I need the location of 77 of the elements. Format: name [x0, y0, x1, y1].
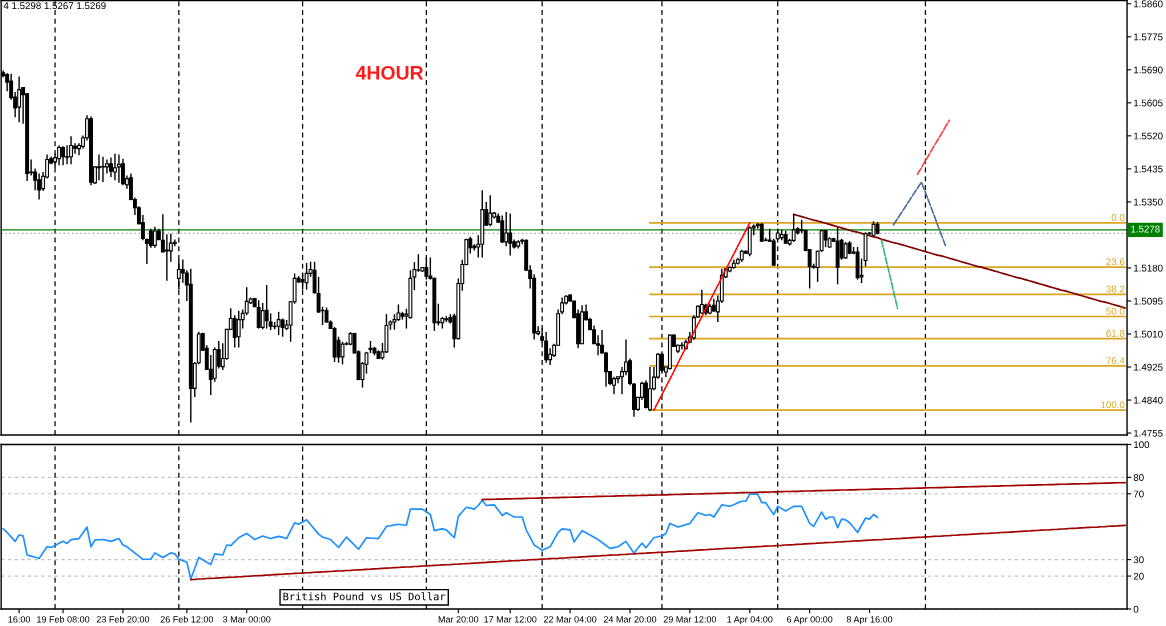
annotation: 61.8 — [1106, 329, 1125, 337]
line-series — [792, 213, 1126, 309]
y-tick-label: 1.5010 — [1134, 330, 1163, 338]
x-tick-label: 17 Mar 12:00 — [484, 616, 537, 623]
y-tick-label: 1.4925 — [1134, 363, 1163, 371]
y-tick-label: 30 — [1133, 556, 1144, 564]
x-tick-label: 26 Feb 12:00 — [160, 615, 214, 623]
y-tick-label: 1.5095 — [1134, 297, 1163, 305]
candlestick — [17, 75, 22, 123]
x-tick-label: 22 Mar 04:00 — [543, 616, 597, 623]
candlestick — [412, 261, 417, 291]
line-series — [189, 524, 1126, 581]
x-tick-label: 1 Apr 04:00 — [727, 616, 773, 625]
annotation: British Pound vs US Dollar — [283, 592, 446, 601]
annotation: 50.0 — [1106, 307, 1125, 315]
candlestick — [109, 156, 113, 178]
candlestick — [37, 172, 42, 201]
y-tick-label: 1.5860 — [1134, 0, 1163, 8]
chart-subtitle: 4 1.5298 1.5267 1.5269 — [3, 2, 106, 10]
line-series — [880, 239, 899, 310]
annotation: 100.0 — [1101, 401, 1125, 409]
x-tick-label: 8 Apr 16:00 — [846, 616, 893, 625]
candlestick — [304, 262, 309, 291]
candlestick — [73, 142, 77, 155]
y-tick-label: 1.4755 — [1134, 429, 1163, 437]
y-tick-label: 1.4840 — [1134, 396, 1163, 404]
y-tick-label: 0 — [1133, 605, 1139, 613]
x-tick-label: 23 Feb 20:00 — [96, 615, 150, 623]
line-series — [916, 119, 951, 176]
x-tick-label: 3 Mar 00:00 — [222, 616, 271, 623]
candlestick — [164, 233, 169, 282]
x-tick-label: 16:00 — [8, 616, 31, 623]
candlestick — [116, 153, 121, 184]
candlestick — [97, 153, 101, 181]
candlestick — [504, 211, 509, 247]
line-series — [2, 493, 879, 580]
x-tick-label: 24 Mar 20:00 — [603, 616, 657, 623]
ref-line-label: 1.5278 — [1131, 225, 1160, 233]
candlestick — [232, 314, 237, 349]
y-tick-label: 80 — [1133, 474, 1144, 481]
candlestick — [791, 213, 796, 243]
annotation: 23.6 — [1106, 258, 1125, 266]
annotation: 38.2 — [1106, 285, 1125, 293]
candlestick — [699, 289, 704, 315]
candlestick — [101, 156, 105, 183]
x-tick-label: 6 Apr 00:00 — [787, 616, 833, 625]
line-series — [481, 481, 1126, 501]
y-tick-label: 20 — [1133, 572, 1144, 580]
y-tick-label: 70 — [1133, 490, 1144, 498]
candlestick — [61, 145, 66, 167]
candlestick — [276, 311, 281, 336]
candlestick — [69, 135, 73, 165]
candlestick — [244, 286, 249, 317]
annotation: 76.4 — [1106, 357, 1125, 364]
line-series — [892, 181, 947, 247]
candlestick — [280, 317, 285, 338]
y-tick-label: 100 — [1134, 441, 1150, 449]
candlestick — [113, 153, 117, 181]
annotation: 0.0 — [1111, 214, 1125, 221]
candlestick — [236, 309, 241, 349]
candlestick — [120, 158, 125, 186]
candlestick — [500, 214, 505, 244]
candlestick — [340, 341, 345, 365]
text: 4HOUR — [355, 65, 424, 80]
candlestick — [815, 249, 820, 283]
candlestick — [152, 226, 157, 249]
y-tick-label: 1.5350 — [1134, 198, 1163, 206]
y-tick-label: 1.5775 — [1134, 33, 1163, 41]
y-tick-label: 1.5690 — [1134, 66, 1163, 74]
candlestick — [264, 284, 269, 330]
x-tick-label: 19 Feb 08:00 — [37, 615, 90, 623]
x-tick-label: 29 Mar 12:00 — [663, 616, 717, 623]
y-tick-label: 1.5605 — [1134, 99, 1163, 107]
x-tick-label: Mar 20:00 — [438, 616, 479, 623]
y-tick-label: 1.5435 — [1134, 165, 1163, 173]
y-tick-label: 1.5520 — [1134, 132, 1163, 140]
y-tick-label: 1.5180 — [1134, 264, 1163, 272]
